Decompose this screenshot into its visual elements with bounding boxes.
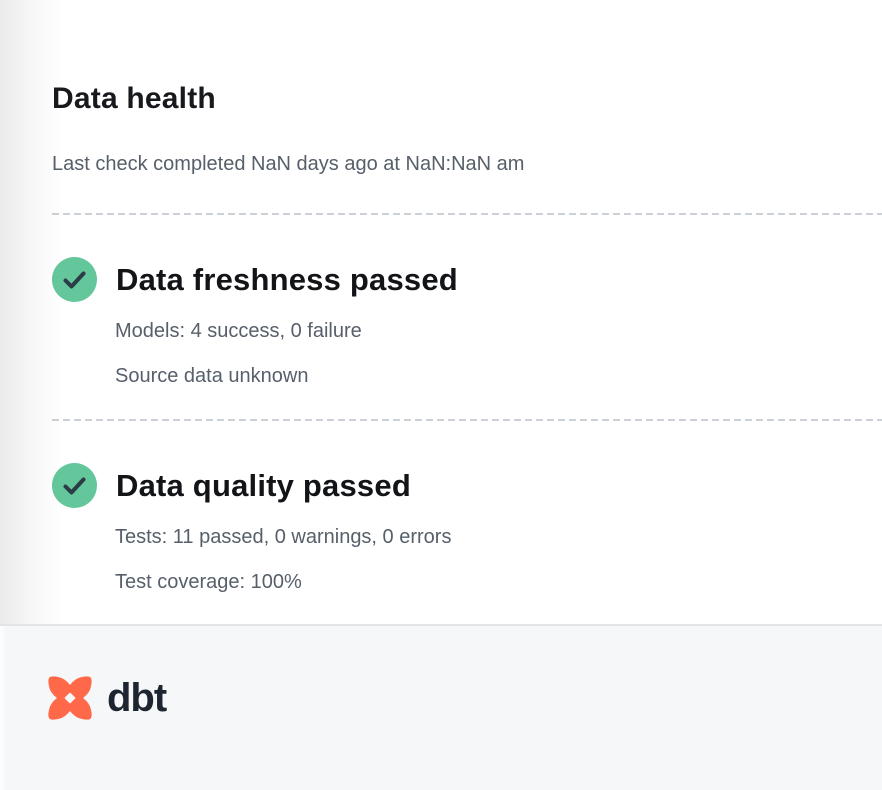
dashed-divider xyxy=(52,213,882,215)
freshness-stats: Models: 4 success, 0 failure Source data… xyxy=(115,319,882,389)
dbt-logo-icon xyxy=(48,676,92,720)
quality-heading: Data quality passed xyxy=(116,468,411,503)
section-header: Data quality passed xyxy=(52,463,882,508)
section-header: Data freshness passed xyxy=(52,257,882,302)
dashed-divider xyxy=(52,419,882,421)
check-circle-icon xyxy=(52,463,97,508)
check-circle-icon xyxy=(52,257,97,302)
main-content: Data health Last check completed NaN day… xyxy=(0,0,882,624)
tests-stat-line: Tests: 11 passed, 0 warnings, 0 errors xyxy=(115,526,452,548)
page-title: Data health xyxy=(52,82,216,115)
freshness-heading: Data freshness passed xyxy=(116,262,458,297)
dbt-logo-text: dbt xyxy=(107,676,167,720)
last-check-status: Last check completed NaN days ago at NaN… xyxy=(52,153,525,175)
dbt-logo[interactable]: dbt xyxy=(44,672,167,724)
source-data-stat-line: Source data unknown xyxy=(115,365,309,387)
footer: dbt xyxy=(0,624,882,790)
quality-stats: Tests: 11 passed, 0 warnings, 0 errors T… xyxy=(115,525,882,595)
data-quality-section: Data quality passed Tests: 11 passed, 0 … xyxy=(52,463,882,595)
data-freshness-section: Data freshness passed Models: 4 success,… xyxy=(52,257,882,389)
coverage-stat-line: Test coverage: 100% xyxy=(115,571,302,593)
models-stat-line: Models: 4 success, 0 failure xyxy=(115,320,362,342)
